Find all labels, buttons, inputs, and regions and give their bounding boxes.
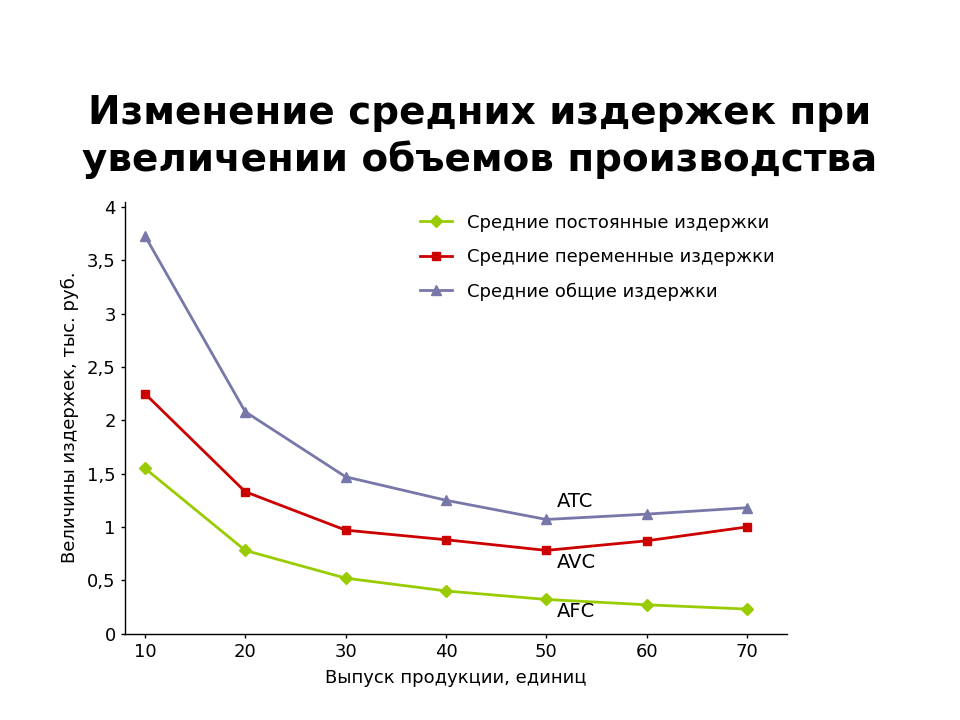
Средние постоянные издержки [139, 464, 151, 472]
X-axis label: Выпуск продукции, единиц: Выпуск продукции, единиц [325, 669, 587, 687]
Средние переменные издержки [741, 523, 753, 531]
Средние постоянные издержки [239, 546, 251, 554]
Y-axis label: Величины издержек, тыс. руб.: Величины издержек, тыс. руб. [60, 271, 79, 564]
Text: AFC: AFC [557, 602, 594, 621]
Средние постоянные издержки [641, 600, 653, 609]
Средние общие издержки [641, 510, 653, 518]
Средние общие издержки [741, 503, 753, 512]
Средние постоянные издержки [340, 574, 351, 582]
Средние переменные издержки [441, 536, 452, 544]
Средние переменные издержки [239, 487, 251, 496]
Line: Средние переменные издержки: Средние переменные издержки [141, 390, 752, 554]
Средние постоянные издержки [441, 587, 452, 595]
Text: AVC: AVC [557, 552, 595, 572]
Средние общие издержки [441, 496, 452, 505]
Legend: Средние постоянные издержки, Средние переменные издержки, Средние общие издержки: Средние постоянные издержки, Средние пер… [413, 207, 781, 308]
Средние переменные издержки [340, 526, 351, 534]
Средние переменные издержки [540, 546, 552, 554]
Средние общие издержки [139, 231, 151, 240]
Text: Изменение средних издержек при
увеличении объемов производства: Изменение средних издержек при увеличени… [83, 94, 877, 179]
Средние переменные издержки [139, 390, 151, 398]
Line: Средние общие издержки: Средние общие издержки [140, 231, 752, 524]
Средние постоянные издержки [741, 605, 753, 613]
Средние постоянные издержки [540, 595, 552, 604]
Line: Средние постоянные издержки: Средние постоянные издержки [141, 464, 752, 613]
Text: ATC: ATC [557, 492, 592, 511]
Средние переменные издержки [641, 536, 653, 545]
Средние общие издержки [340, 472, 351, 481]
Средние общие издержки [540, 515, 552, 523]
Средние общие издержки [239, 408, 251, 416]
